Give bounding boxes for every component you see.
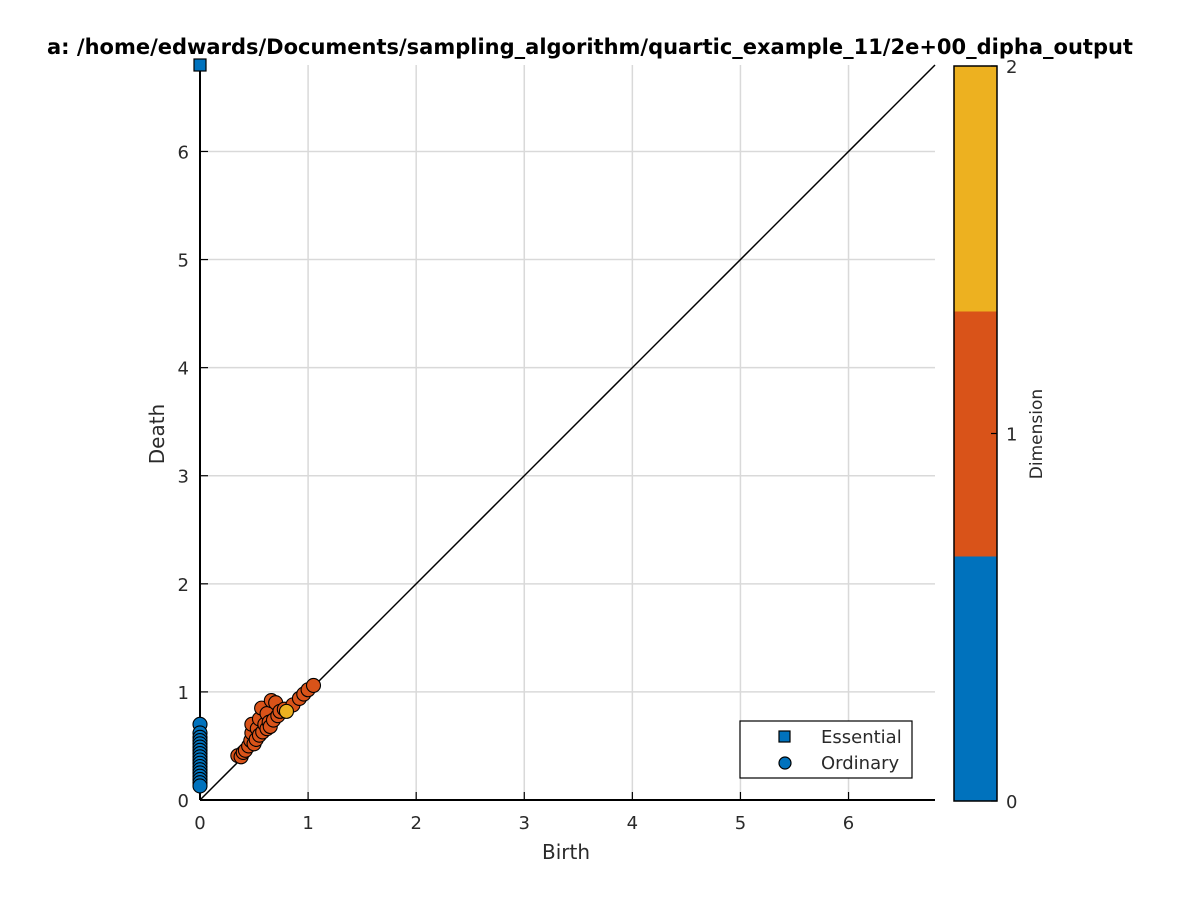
essential-point [193, 58, 207, 72]
legend-essential-label: Essential [821, 727, 902, 748]
data-points [192, 58, 322, 794]
colorbar-label: Dimension [1027, 389, 1047, 479]
y-tick-label: 5 [178, 251, 189, 272]
legend: Essential Ordinary [739, 720, 913, 779]
y-axis-label: Death [145, 404, 169, 464]
y-tick-label: 2 [178, 575, 189, 596]
y-tick-label: 0 [178, 791, 189, 812]
x-axis-ticks: 0 1 2 3 4 5 6 [194, 792, 854, 834]
colorbar: 0 1 2 [953, 57, 1017, 813]
x-tick-label: 2 [410, 813, 421, 834]
x-tick-label: 0 [194, 813, 205, 834]
ordinary-point [192, 778, 208, 794]
legend-ordinary-label: Ordinary [821, 753, 900, 774]
grid-lines [200, 65, 935, 800]
colorbar-tick-label: 2 [1006, 57, 1017, 78]
colorbar-tick-label: 1 [1006, 425, 1017, 446]
ordinary-point [278, 703, 295, 719]
legend-box [739, 720, 913, 779]
y-axis-ticks: 0 1 2 3 4 5 6 [178, 142, 208, 812]
y-tick-label: 4 [178, 359, 189, 380]
x-tick-label: 4 [627, 813, 638, 834]
axes [199, 65, 935, 801]
x-axis-label: Birth [542, 840, 590, 864]
y-tick-label: 3 [178, 467, 189, 488]
x-tick-label: 3 [519, 813, 530, 834]
legend-essential-marker [778, 730, 791, 743]
diagonal-line [199, 64, 936, 801]
legend-ordinary-marker [778, 756, 792, 770]
colorbar-segment [954, 556, 997, 802]
colorbar-tick-label: 0 [1006, 792, 1017, 813]
ordinary-point [305, 677, 322, 693]
y-tick-label: 1 [178, 683, 189, 704]
colorbar-segment [954, 66, 997, 312]
chart-title: a: /home/edwards/Documents/sampling_algo… [47, 35, 1133, 59]
x-tick-label: 6 [843, 813, 854, 834]
x-tick-label: 5 [735, 813, 746, 834]
x-tick-label: 1 [302, 813, 313, 834]
y-tick-label: 6 [178, 142, 189, 163]
colorbar-segment [954, 311, 997, 557]
